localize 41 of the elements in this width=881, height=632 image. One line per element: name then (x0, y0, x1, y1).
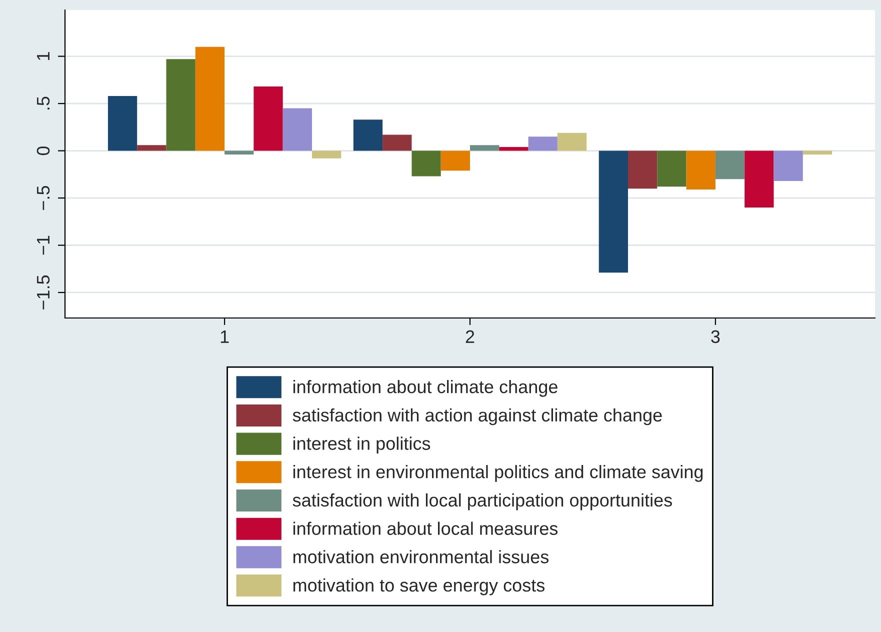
bar (744, 150, 774, 208)
bar (686, 150, 716, 190)
x-tick-label: 3 (711, 330, 720, 344)
legend-label: interest in environmental politics and climate saving (293, 465, 703, 482)
bar (412, 150, 441, 176)
bar (557, 132, 587, 151)
bar (802, 150, 832, 155)
x-tick-label: 1 (220, 330, 229, 343)
bar (254, 86, 283, 151)
bar (166, 59, 196, 151)
y-tick-label: −1.5 (37, 275, 50, 310)
bar (353, 120, 383, 151)
y-tick-label: .5 (37, 96, 50, 110)
bar (657, 150, 686, 187)
bar (499, 146, 528, 151)
bar (528, 136, 558, 151)
legend-label: satisfaction with local participation opportunities (292, 493, 672, 510)
bar (108, 96, 138, 151)
bar (774, 150, 803, 182)
bar (224, 150, 254, 155)
legend-label: motivation environmental issues (293, 550, 549, 564)
y-tick-label: 0 (36, 146, 50, 156)
y-tick-label: −1 (37, 236, 50, 255)
legend-label: motivation to save energy costs (293, 578, 545, 596)
bar (715, 150, 745, 180)
bar (598, 150, 628, 273)
bar (137, 145, 166, 151)
legend-label: information about climate change (293, 380, 558, 397)
x-tick-label: 2 (466, 330, 474, 343)
legend-label: interest in politics (293, 436, 430, 454)
y-tick-label: 1 (37, 52, 50, 60)
legend-label: information about local measures (293, 522, 558, 535)
bar (628, 150, 658, 189)
bar (195, 46, 225, 151)
bar (440, 150, 470, 171)
bar (282, 108, 312, 151)
bar (382, 134, 412, 151)
bar (470, 145, 500, 151)
legend-label: satisfaction with action against climate change (292, 408, 662, 426)
y-tick-label: −.5 (37, 186, 50, 210)
bar (312, 150, 342, 158)
